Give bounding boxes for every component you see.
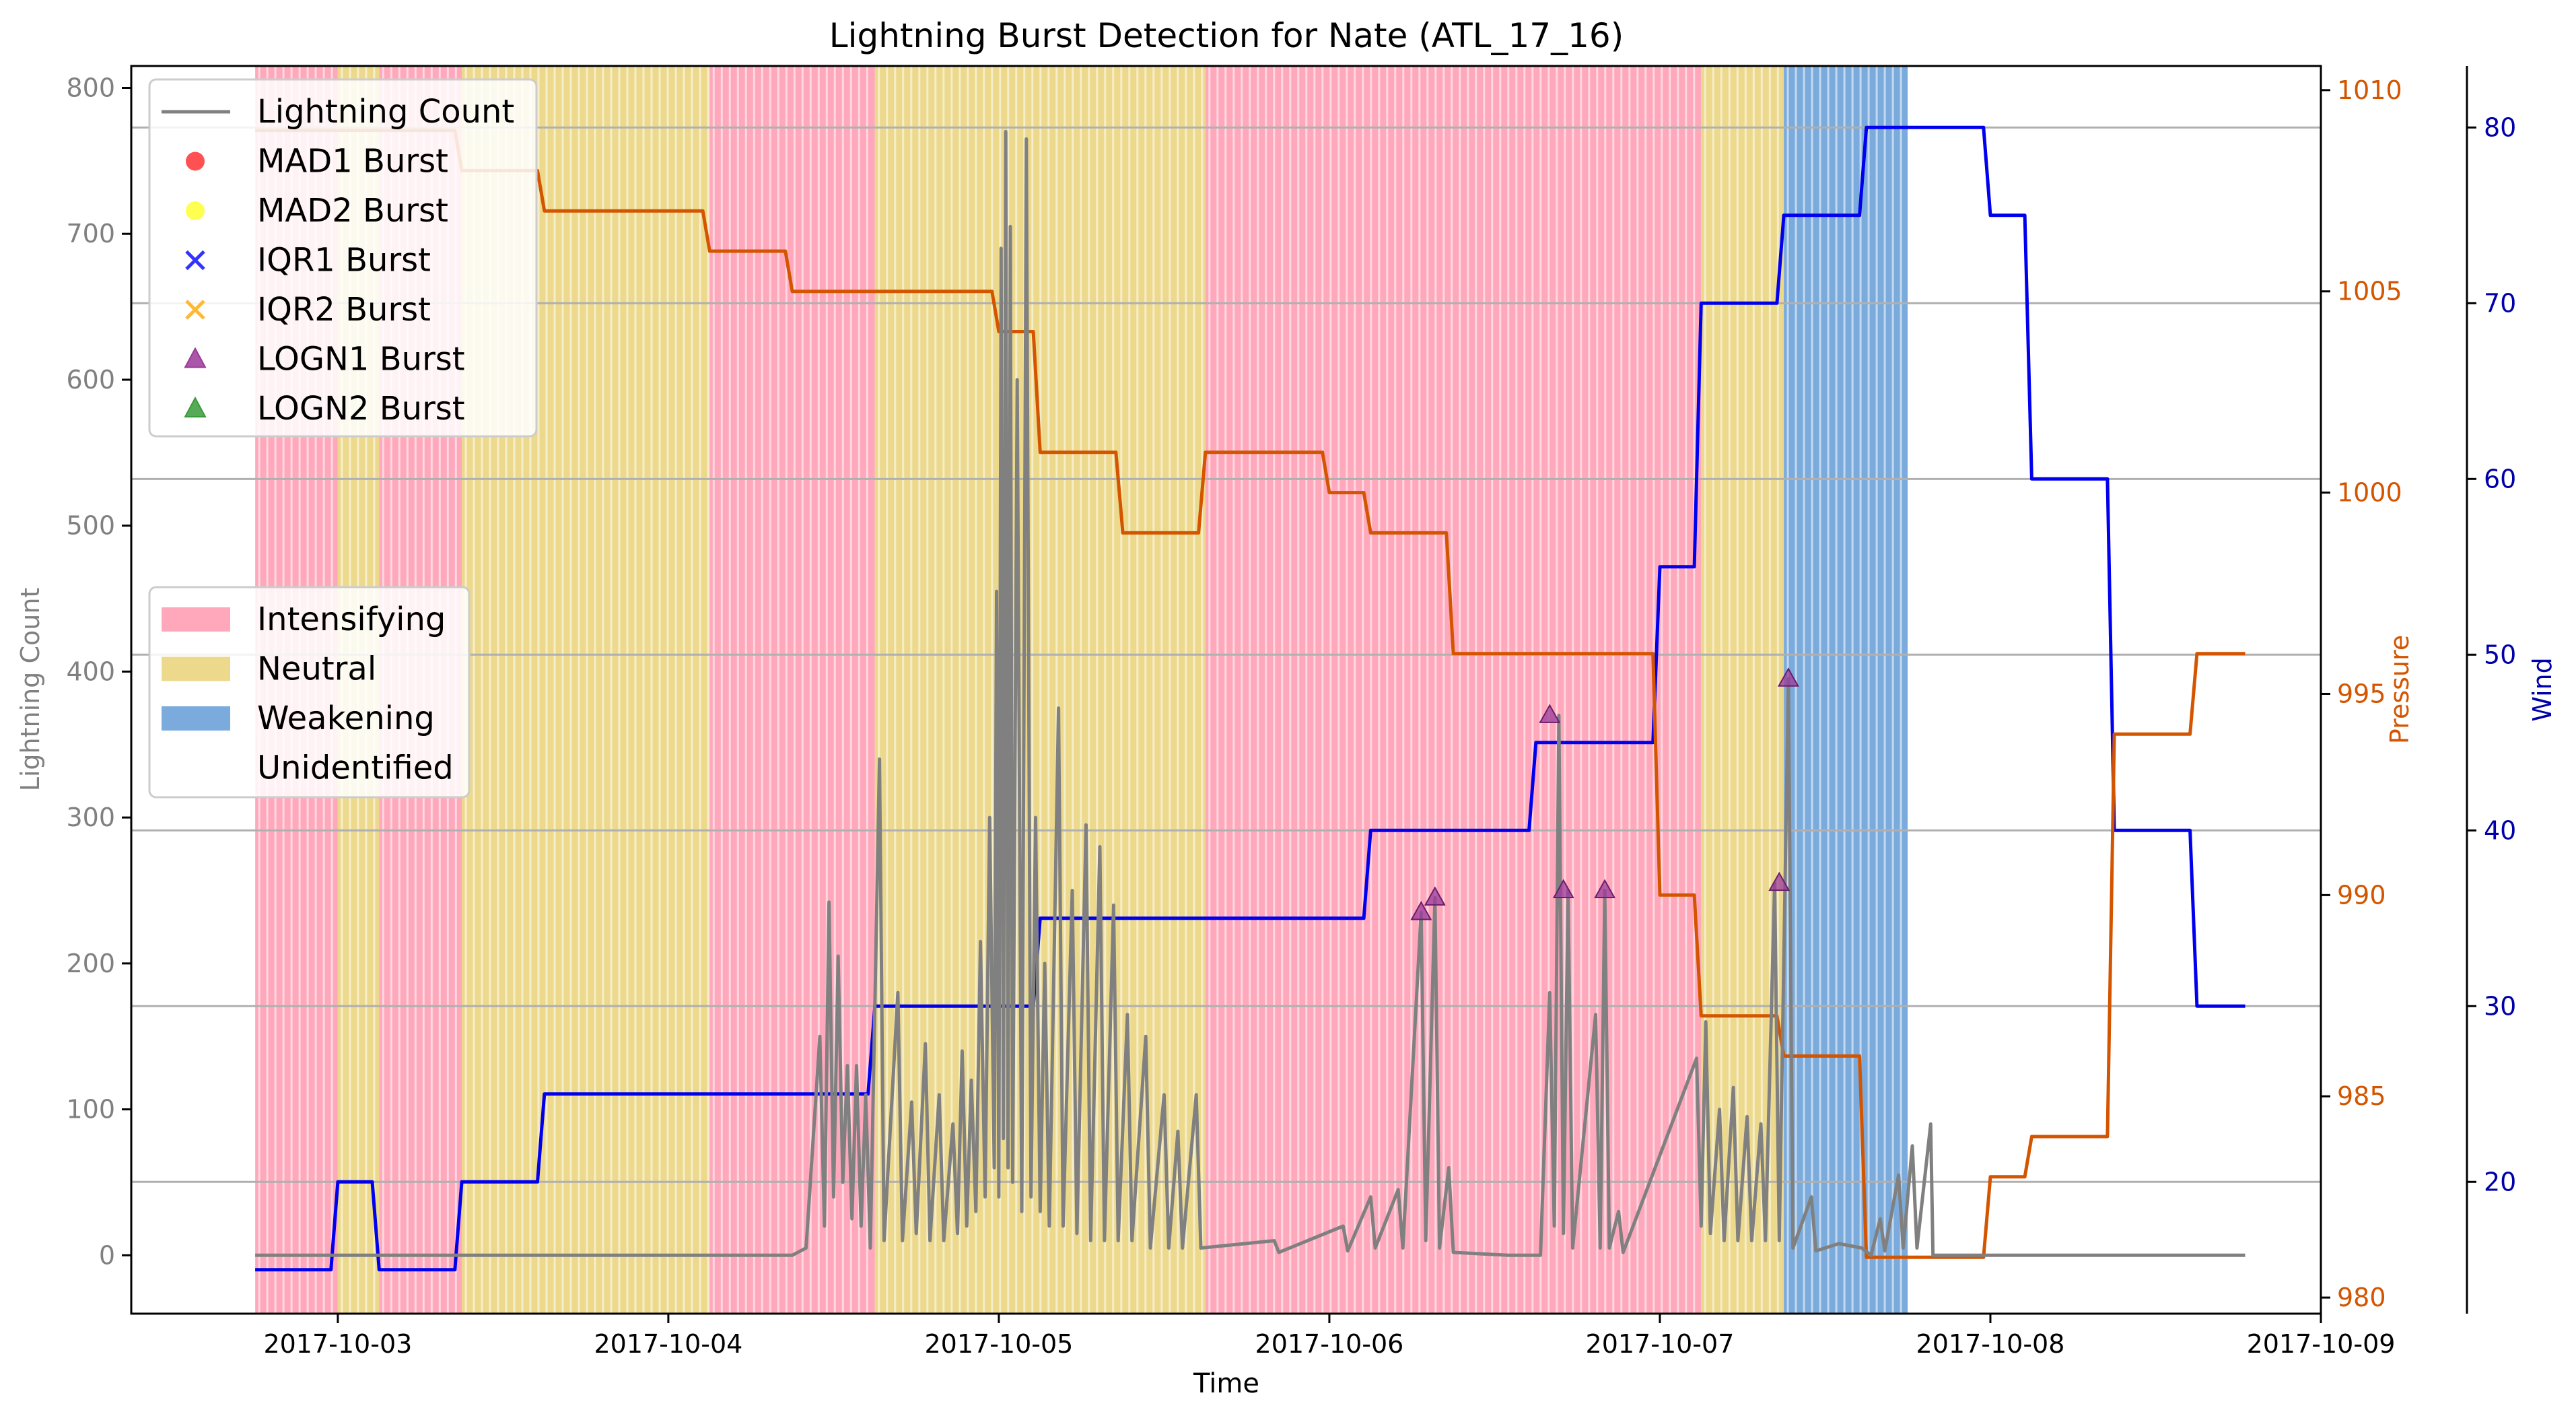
legend-series-box [148, 78, 538, 438]
legend-swatch-neutral [162, 656, 230, 681]
legend-label-intensifying: Intensifying [257, 601, 446, 638]
wind-tick-label-60: 60 [2484, 464, 2516, 494]
x-tick-label-2017-10-05: 2017-10-05 [925, 1329, 1074, 1359]
left-tick-label-300: 300 [66, 803, 115, 832]
series-line-lightning-count [255, 130, 2246, 1257]
x-tick-label-2017-10-03: 2017-10-03 [263, 1329, 412, 1359]
legend-swatch-mad2-burst [186, 201, 205, 220]
phase-hatch-7 [1704, 66, 1779, 1314]
plot-frame [130, 65, 2322, 1315]
y-axis-label-pressure: Pressure [2385, 635, 2414, 744]
x-axis: 2017-10-03 2017-10-04 2017-10-05 2017-10-06… [263, 1314, 2395, 1359]
x-tick-label-2017-10-08: 2017-10-08 [1916, 1329, 2065, 1359]
logn1-burst-marker-5 [1768, 871, 1790, 891]
wind-tick-label-20: 20 [2484, 1167, 2516, 1196]
phase-band-9 [1908, 66, 2280, 1314]
wind-tick-label-50: 50 [2484, 640, 2516, 669]
left-tick-label-100: 100 [66, 1095, 115, 1124]
legend-swatch-intensifying [162, 607, 230, 632]
phase-hatch-6 [1208, 66, 1696, 1314]
legend-label-neutral: Neutral [257, 650, 376, 688]
wind-axis: 20 30 40 50 60 70 80 [2467, 112, 2516, 1196]
legend-series: Lightning Count MAD1 Burst MAD2 Burst IQR1 … [148, 78, 538, 438]
pressure-tick-label-980: 980 [2337, 1283, 2386, 1312]
lightning-count-axis: 0 100 200 300 400 500 600 700 800 [66, 73, 131, 1270]
logn1-burst-marker-1 [1424, 886, 1446, 906]
legend-phases-box [148, 586, 471, 799]
pressure-tick-label-985: 985 [2337, 1081, 2386, 1111]
legend-phases: Intensifying Neutral Weakening Unidentified [148, 586, 471, 799]
left-tick-label-800: 800 [66, 73, 115, 103]
x-tick-label-2017-10-04: 2017-10-04 [594, 1329, 742, 1359]
legend-label-lightning-count: Lightning Count [257, 93, 514, 131]
x-tick-label-2017-10-09: 2017-10-09 [2247, 1329, 2396, 1359]
legend-label-logn1-burst: LOGN1 Burst [257, 341, 465, 378]
y-axis-label-wind: Wind [2528, 657, 2557, 722]
phase-band-8 [1784, 66, 1908, 1314]
series-lines [255, 125, 2246, 1272]
logn1-burst-marker-6 [1777, 667, 1799, 687]
legend-label-iqr1-burst: IQR1 Burst [257, 242, 431, 279]
logn1-burst-marker-2 [1539, 704, 1561, 723]
wind-tick-label-80: 80 [2484, 112, 2516, 142]
phase-hatch-8 [1786, 66, 1902, 1314]
legend-swatch-iqr2-burst [185, 300, 205, 320]
legend-swatch-logn1-burst [184, 347, 207, 368]
wind-tick-label-70: 70 [2484, 288, 2516, 318]
phase-bands [255, 66, 2280, 1314]
legend-swatch-mad1-burst [186, 151, 205, 171]
legend-label-mad2-burst: MAD2 Burst [257, 192, 448, 230]
left-tick-label-700: 700 [66, 219, 115, 248]
legend-swatch-iqr1-burst [185, 250, 205, 271]
left-tick-label-0: 0 [99, 1240, 115, 1270]
legend-label-mad1-burst: MAD1 Burst [257, 143, 448, 180]
series-line-pressure [255, 129, 2246, 1259]
legend-label-unidentified: Unidentified [257, 749, 454, 787]
x-tick-label-2017-10-06: 2017-10-06 [1255, 1329, 1404, 1359]
legend-swatch-logn2-burst [184, 396, 207, 417]
wind-tick-label-40: 40 [2484, 815, 2516, 845]
legend-swatch-weakening [162, 706, 230, 731]
phase-hatch-4 [712, 66, 868, 1314]
legend-label-logn2-burst: LOGN2 Burst [257, 390, 465, 428]
pressure-tick-label-990: 990 [2337, 880, 2386, 910]
pressure-tick-label-1000: 1000 [2337, 478, 2402, 508]
left-tick-label-400: 400 [66, 656, 115, 686]
left-tick-label-200: 200 [66, 949, 115, 978]
pressure-tick-label-995: 995 [2337, 679, 2386, 708]
left-tick-label-500: 500 [66, 511, 115, 541]
x-axis-label: Time [1193, 1368, 1259, 1399]
logn1-burst-marker-0 [1410, 900, 1432, 920]
wind-tick-label-30: 30 [2484, 991, 2516, 1021]
legend-label-iqr2-burst: IQR2 Burst [257, 291, 431, 329]
legend-label-weakening: Weakening [257, 700, 435, 737]
logn1-burst-marker-4 [1594, 879, 1616, 898]
pressure-tick-label-1010: 1010 [2337, 75, 2402, 105]
chart-title: Lightning Burst Detection for Nate (ATL_… [829, 16, 1624, 55]
logn1-burst-marker-3 [1552, 879, 1574, 898]
left-tick-label-600: 600 [66, 365, 115, 395]
series-line-wind [255, 125, 2246, 1272]
legend-swatch-unidentified [162, 755, 230, 780]
pressure-axis: 980 985 990 995 1000 1005 1010 [2321, 75, 2402, 1312]
phase-band-6 [1205, 66, 1702, 1314]
burst-markers [1410, 667, 1799, 920]
pressure-tick-label-1005: 1005 [2337, 277, 2402, 306]
y-axis-label-lightning: Lightning Count [15, 588, 45, 792]
x-tick-label-2017-10-07: 2017-10-07 [1586, 1329, 1735, 1359]
